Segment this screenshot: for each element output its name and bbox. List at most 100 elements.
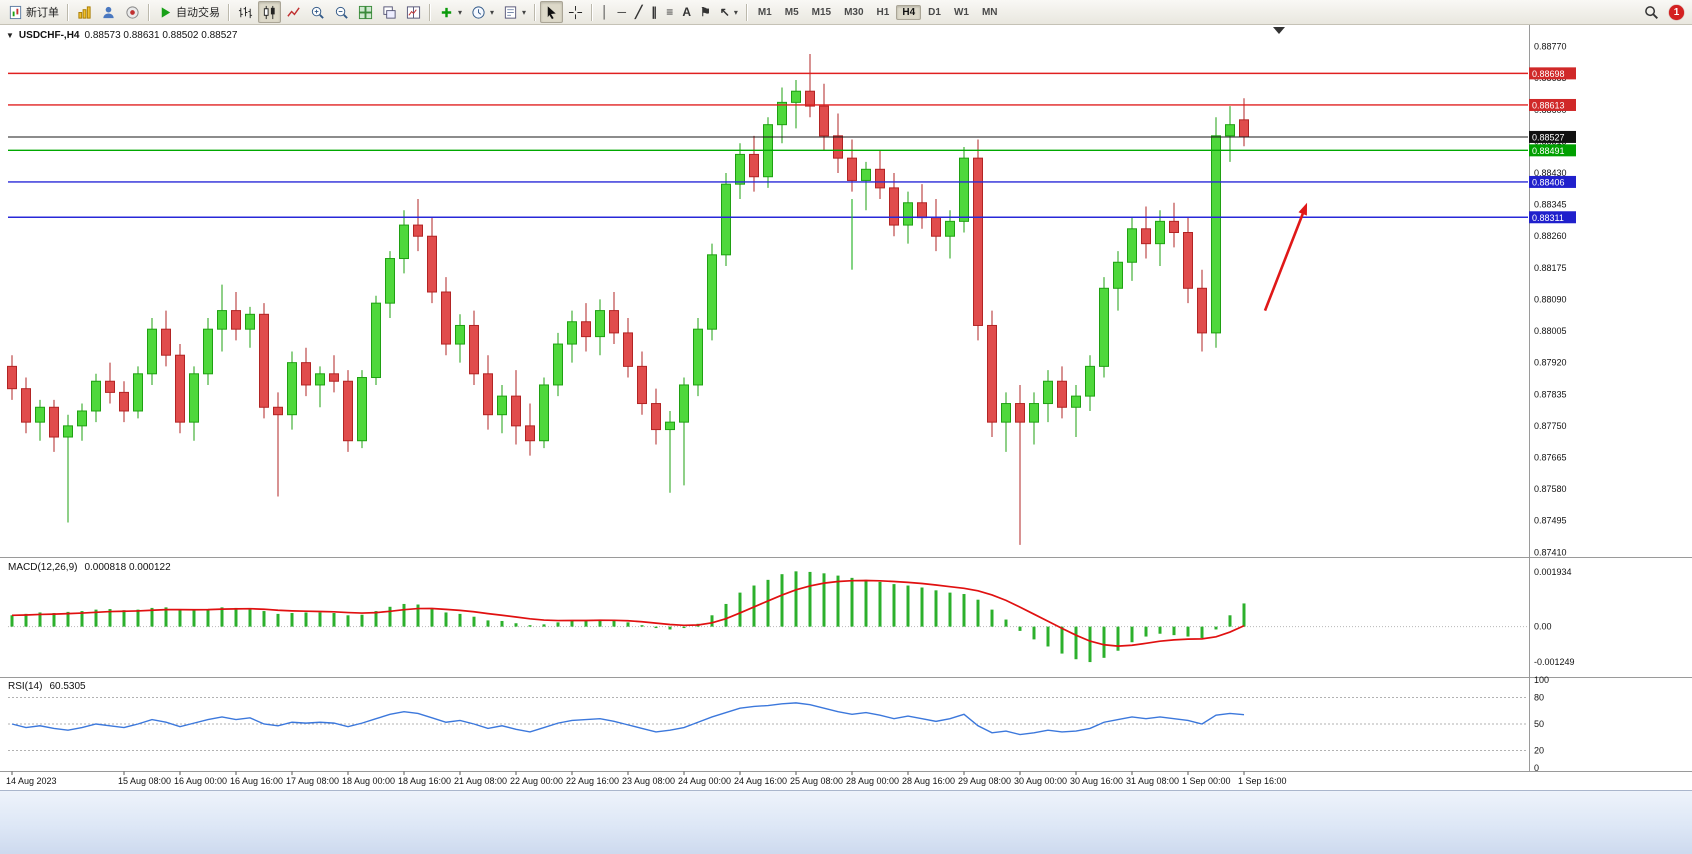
toolbar-separator <box>148 3 150 21</box>
zoom-in-button[interactable] <box>306 1 329 23</box>
chart-header: ▼ USDCHF-,H4 0.88573 0.88631 0.88502 0.8… <box>6 30 237 41</box>
svg-text:22 Aug 00:00: 22 Aug 00:00 <box>510 776 563 786</box>
timeframe-d1[interactable]: D1 <box>928 6 941 18</box>
timeframe-mn[interactable]: MN <box>981 6 998 18</box>
new-order-button[interactable]: 新订单 <box>4 1 63 23</box>
svg-text:24 Aug 00:00: 24 Aug 00:00 <box>678 776 731 786</box>
toolbar-separator <box>67 3 69 21</box>
toolbar-separator <box>591 3 594 21</box>
candlestick-chart-button[interactable] <box>258 1 281 23</box>
collapse-triangle-icon[interactable]: ▼ <box>6 31 14 40</box>
svg-text:0.87580: 0.87580 <box>1534 484 1567 494</box>
svg-text:0.88090: 0.88090 <box>1534 294 1567 304</box>
search-icon <box>1645 5 1658 19</box>
indicators-button[interactable]: ▾ <box>435 1 466 23</box>
toolbar: 新订单 自动交易 <box>0 0 1692 25</box>
zoom-out-button[interactable] <box>330 1 353 23</box>
svg-text:0.88175: 0.88175 <box>1534 263 1567 273</box>
svg-text:15 Aug 08:00: 15 Aug 08:00 <box>118 776 171 786</box>
trendline-button[interactable]: ╱ <box>631 1 646 23</box>
bar-chart-icon <box>238 6 253 18</box>
svg-text:28 Aug 16:00: 28 Aug 16:00 <box>902 776 955 786</box>
vertical-line-button[interactable]: │ <box>597 1 613 23</box>
candles-layer <box>7 54 1249 545</box>
svg-text:50: 50 <box>1534 719 1544 729</box>
svg-text:0.87495: 0.87495 <box>1534 516 1567 526</box>
svg-text:-0.001249: -0.001249 <box>1534 657 1575 667</box>
line-chart-button[interactable] <box>282 1 305 23</box>
svg-text:0.88527: 0.88527 <box>1532 132 1565 142</box>
svg-text:14 Aug 2023: 14 Aug 2023 <box>6 776 57 786</box>
svg-text:31 Aug 08:00: 31 Aug 08:00 <box>1126 776 1179 786</box>
symbol-title: USDCHF-,H4 <box>18 30 80 41</box>
price-chart[interactable]: 0.887700.886850.886000.885150.884300.883… <box>0 24 1692 790</box>
svg-text:24 Aug 16:00: 24 Aug 16:00 <box>734 776 787 786</box>
svg-text:17 Aug 08:00: 17 Aug 08:00 <box>286 776 339 786</box>
svg-text:23 Aug 08:00: 23 Aug 08:00 <box>622 776 675 786</box>
svg-text:1 Sep 16:00: 1 Sep 16:00 <box>1238 776 1287 786</box>
fibonacci-button[interactable]: ≡ <box>662 1 677 23</box>
chevron-down-icon: ▾ <box>458 7 463 17</box>
community-button[interactable] <box>121 1 144 23</box>
timeframe-h1[interactable]: H1 <box>876 6 890 18</box>
red-arrow-object <box>1263 206 1307 312</box>
vertical-line-icon: │ <box>601 4 609 19</box>
text-tool-button[interactable]: A <box>678 1 695 23</box>
timeframe-w1[interactable]: W1 <box>953 6 969 18</box>
svg-text:1 Sep 00:00: 1 Sep 00:00 <box>1182 776 1231 786</box>
notification-badge[interactable]: 1 <box>1669 4 1684 20</box>
tile-windows-icon <box>358 5 373 19</box>
macd-histogram <box>10 571 1246 663</box>
timeframe-m30[interactable]: M30 <box>844 6 864 18</box>
toolbar-separator <box>429 3 431 21</box>
timeframe-h4[interactable]: H4 <box>896 4 922 20</box>
svg-text:28 Aug 00:00: 28 Aug 00:00 <box>846 776 899 786</box>
svg-text:0.88311: 0.88311 <box>1532 213 1564 223</box>
timeframe-m5[interactable]: M5 <box>784 6 799 18</box>
timeframe-m1[interactable]: M1 <box>757 6 772 18</box>
svg-text:25 Aug 08:00: 25 Aug 08:00 <box>790 776 843 786</box>
svg-text:18 Aug 00:00: 18 Aug 00:00 <box>342 776 395 786</box>
profile-button[interactable] <box>97 1 120 23</box>
charts-button[interactable] <box>73 1 96 23</box>
toolbar-separator <box>228 3 230 21</box>
candlestick-icon <box>263 5 275 19</box>
search-button[interactable] <box>1640 1 1663 23</box>
price-tag <box>1529 98 1576 111</box>
red-arrow-head <box>1298 202 1308 216</box>
globe-icon <box>126 5 139 19</box>
channel-button[interactable]: ∥ <box>647 1 661 23</box>
templates-button[interactable]: ▾ <box>499 1 530 23</box>
cascade-windows-button[interactable] <box>378 1 401 23</box>
auto-trading-button[interactable]: 自动交易 <box>154 1 224 23</box>
cursor-icon <box>547 5 556 19</box>
crosshair-button[interactable] <box>564 1 587 23</box>
arrange-windows-button[interactable] <box>402 1 425 23</box>
arrows-tool-button[interactable]: ↖ ▾ <box>716 1 742 23</box>
svg-text:0.88406: 0.88406 <box>1532 177 1565 187</box>
crosshair-icon <box>568 5 583 19</box>
horizontal-line-button[interactable]: ─ <box>614 1 631 23</box>
arrange-windows-icon <box>406 5 421 19</box>
macd-name: MACD(12,26,9) <box>8 562 78 573</box>
label-tool-button[interactable]: ⚑ <box>696 1 715 23</box>
toolbar-right-group: 1 <box>1640 1 1688 23</box>
price-tag <box>1529 67 1576 80</box>
svg-text:22 Aug 16:00: 22 Aug 16:00 <box>566 776 619 786</box>
timeframe-m15[interactable]: M15 <box>811 6 832 18</box>
price-tag <box>1529 175 1576 188</box>
svg-text:0.87750: 0.87750 <box>1534 421 1567 431</box>
cursor-button[interactable] <box>540 1 564 23</box>
bar-chart-button[interactable] <box>234 1 257 23</box>
svg-text:0.88260: 0.88260 <box>1534 231 1567 241</box>
svg-text:0.88613: 0.88613 <box>1532 100 1565 110</box>
svg-text:0.88005: 0.88005 <box>1534 326 1567 336</box>
periods-button[interactable]: ▾ <box>467 1 498 23</box>
chart-shift-marker <box>1273 27 1285 34</box>
play-icon <box>161 6 171 18</box>
ohlc-values: 0.88573 0.88631 0.88502 0.88527 <box>84 30 238 41</box>
svg-text:0.87410: 0.87410 <box>1534 547 1567 557</box>
svg-text:30 Aug 00:00: 30 Aug 00:00 <box>1014 776 1067 786</box>
tile-windows-button[interactable] <box>354 1 377 23</box>
